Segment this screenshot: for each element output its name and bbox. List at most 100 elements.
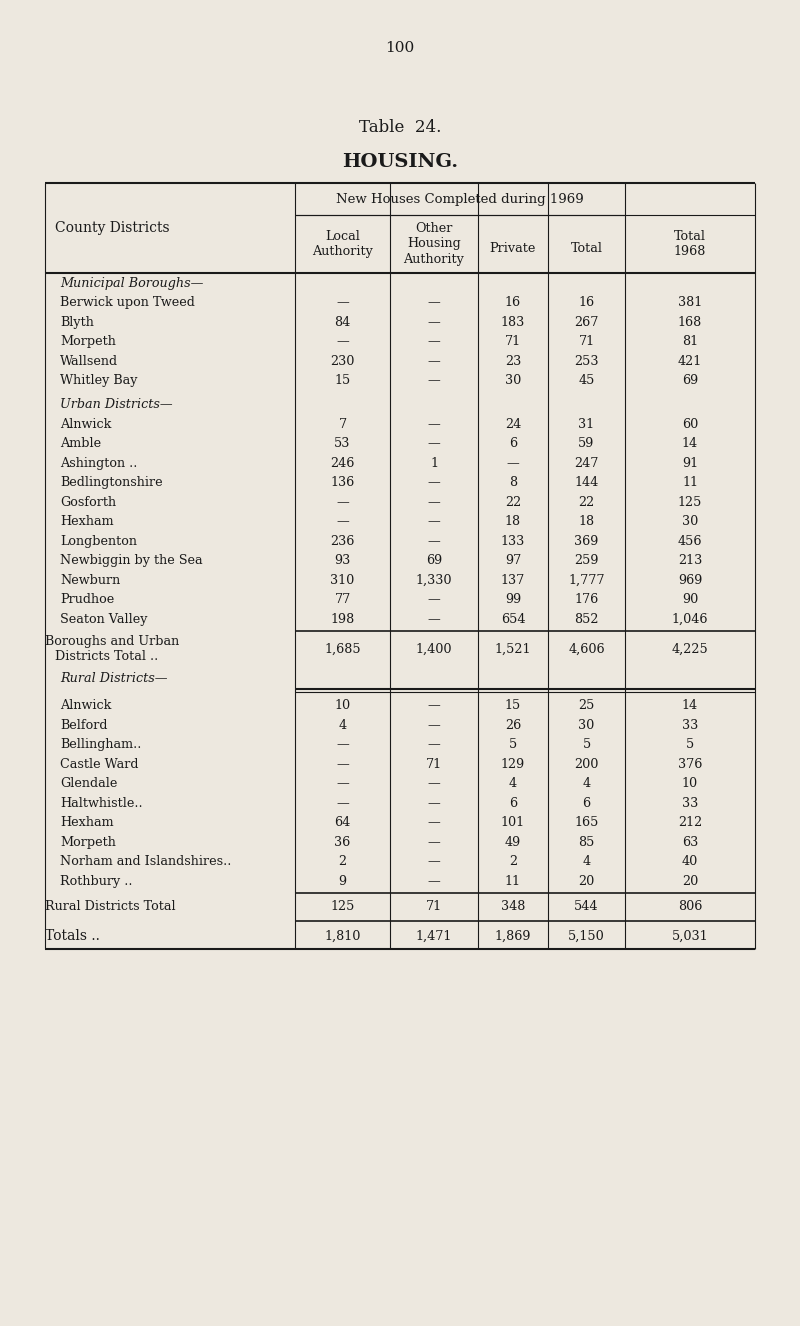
Text: Longbenton: Longbenton — [60, 534, 137, 548]
Text: 1,046: 1,046 — [672, 613, 708, 626]
Text: 64: 64 — [334, 817, 350, 829]
Text: 16: 16 — [505, 296, 521, 309]
Text: 25: 25 — [578, 699, 594, 712]
Text: Total: Total — [570, 241, 602, 255]
Text: Alnwick: Alnwick — [60, 699, 111, 712]
Text: —: — — [336, 797, 349, 810]
Text: —: — — [428, 496, 440, 509]
Text: Municipal Boroughs—: Municipal Boroughs— — [60, 277, 203, 289]
Text: 1,810: 1,810 — [324, 930, 361, 943]
Text: 1,521: 1,521 — [494, 643, 531, 655]
Text: 26: 26 — [505, 719, 521, 732]
Text: 33: 33 — [682, 797, 698, 810]
Text: Local
Authority: Local Authority — [312, 229, 373, 259]
Text: —: — — [336, 757, 349, 770]
Text: 71: 71 — [426, 757, 442, 770]
Text: 348: 348 — [501, 900, 525, 914]
Text: 4: 4 — [582, 777, 590, 790]
Text: 22: 22 — [578, 496, 594, 509]
Text: 200: 200 — [574, 757, 598, 770]
Text: —: — — [428, 817, 440, 829]
Text: —: — — [428, 438, 440, 451]
Text: Norham and Islandshires..: Norham and Islandshires.. — [60, 855, 231, 869]
Text: —: — — [428, 699, 440, 712]
Text: Bellingham..: Bellingham.. — [60, 739, 142, 752]
Text: Berwick upon Tweed: Berwick upon Tweed — [60, 296, 195, 309]
Text: Alnwick: Alnwick — [60, 418, 111, 431]
Text: 53: 53 — [334, 438, 350, 451]
Text: 33: 33 — [682, 719, 698, 732]
Text: 1: 1 — [430, 456, 438, 469]
Text: 1,471: 1,471 — [416, 930, 452, 943]
Text: Boroughs and Urban: Boroughs and Urban — [45, 635, 179, 648]
Text: 30: 30 — [578, 719, 594, 732]
Text: —: — — [428, 516, 440, 528]
Text: 36: 36 — [334, 835, 350, 849]
Text: 90: 90 — [682, 593, 698, 606]
Text: Amble: Amble — [60, 438, 101, 451]
Text: 63: 63 — [682, 835, 698, 849]
Text: New Houses Completed during 1969: New Houses Completed during 1969 — [336, 192, 584, 206]
Text: Morpeth: Morpeth — [60, 335, 116, 349]
Text: 6: 6 — [582, 797, 590, 810]
Text: 1,869: 1,869 — [494, 930, 531, 943]
Text: 253: 253 — [574, 355, 598, 367]
Text: —: — — [336, 496, 349, 509]
Text: 168: 168 — [678, 316, 702, 329]
Text: 30: 30 — [505, 374, 521, 387]
Text: Morpeth: Morpeth — [60, 835, 116, 849]
Text: 212: 212 — [678, 817, 702, 829]
Text: 31: 31 — [578, 418, 594, 431]
Text: 176: 176 — [574, 593, 598, 606]
Text: 18: 18 — [505, 516, 521, 528]
Text: 71: 71 — [426, 900, 442, 914]
Text: 230: 230 — [330, 355, 354, 367]
Text: 969: 969 — [678, 574, 702, 586]
Text: 5,031: 5,031 — [672, 930, 708, 943]
Text: 10: 10 — [682, 777, 698, 790]
Text: Private: Private — [490, 241, 536, 255]
Text: 2: 2 — [509, 855, 517, 869]
Text: —: — — [336, 296, 349, 309]
Text: —: — — [428, 374, 440, 387]
Text: 1,400: 1,400 — [416, 643, 452, 655]
Text: 71: 71 — [578, 335, 594, 349]
Text: Whitley Bay: Whitley Bay — [60, 374, 138, 387]
Text: Totals ..: Totals .. — [45, 930, 100, 943]
Text: 259: 259 — [574, 554, 598, 568]
Text: Rural Districts Total: Rural Districts Total — [45, 900, 176, 914]
Text: 9: 9 — [338, 875, 346, 887]
Text: 1,330: 1,330 — [416, 574, 452, 586]
Text: 100: 100 — [386, 41, 414, 54]
Text: —: — — [428, 777, 440, 790]
Text: —: — — [428, 875, 440, 887]
Text: 4,225: 4,225 — [672, 643, 708, 655]
Text: 97: 97 — [505, 554, 521, 568]
Text: 133: 133 — [501, 534, 525, 548]
Text: —: — — [428, 613, 440, 626]
Text: —: — — [428, 316, 440, 329]
Text: 8: 8 — [509, 476, 517, 489]
Text: Wallsend: Wallsend — [60, 355, 118, 367]
Text: Newbiggin by the Sea: Newbiggin by the Sea — [60, 554, 202, 568]
Text: Other
Housing
Authority: Other Housing Authority — [403, 223, 465, 265]
Text: 16: 16 — [578, 296, 594, 309]
Text: —: — — [428, 335, 440, 349]
Text: 213: 213 — [678, 554, 702, 568]
Text: Castle Ward: Castle Ward — [60, 757, 138, 770]
Text: 77: 77 — [334, 593, 350, 606]
Text: 247: 247 — [574, 456, 598, 469]
Text: 246: 246 — [330, 456, 354, 469]
Text: 125: 125 — [330, 900, 354, 914]
Text: —: — — [428, 855, 440, 869]
Text: 1,685: 1,685 — [324, 643, 361, 655]
Text: 93: 93 — [334, 554, 350, 568]
Text: 5: 5 — [686, 739, 694, 752]
Text: HOUSING.: HOUSING. — [342, 152, 458, 171]
Text: 369: 369 — [574, 534, 598, 548]
Text: 4: 4 — [582, 855, 590, 869]
Text: Blyth: Blyth — [60, 316, 94, 329]
Text: 20: 20 — [682, 875, 698, 887]
Text: 69: 69 — [682, 374, 698, 387]
Text: 376: 376 — [678, 757, 702, 770]
